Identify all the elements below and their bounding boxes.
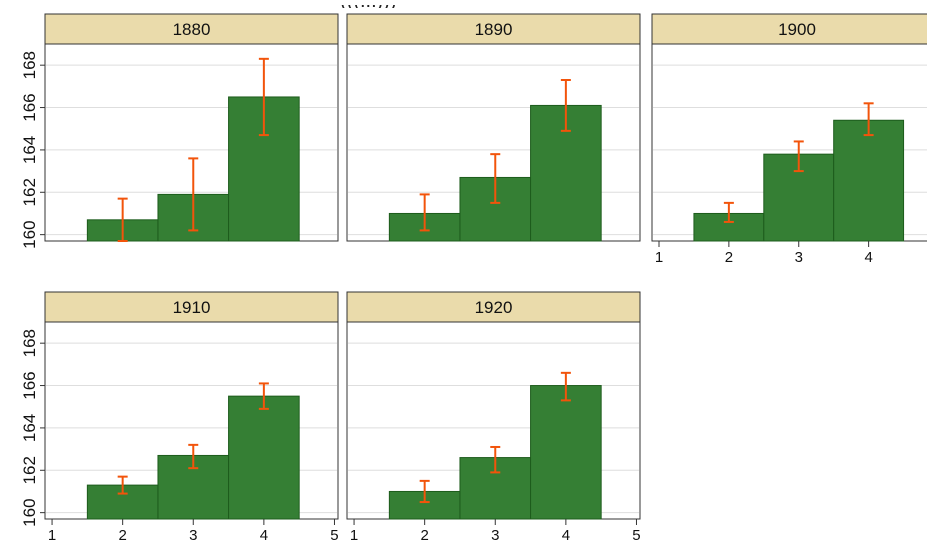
y-tick-label: 162 — [20, 456, 39, 484]
panel-title: 1880 — [173, 20, 211, 39]
panel-strip — [346, 291, 641, 323]
x-tick-label: 4 — [562, 527, 570, 543]
x-tick-label: 5 — [632, 527, 640, 543]
panel-1900: 190012345 — [651, 13, 927, 266]
x-tick-label: 2 — [118, 527, 126, 543]
panel-title: 1910 — [173, 298, 211, 317]
y-tick-label: 164 — [20, 136, 39, 164]
panel-1880: 1880 160 162 164 166 168 — [20, 13, 339, 249]
panel-title: 1890 — [475, 20, 513, 39]
y-tick-label: 166 — [20, 371, 39, 399]
x-tick-label: 4 — [260, 527, 268, 543]
x-tick-label: 2 — [420, 527, 428, 543]
panel-strip — [346, 13, 641, 45]
panel-1920: 1920 1 2 3 4 5 — [346, 291, 641, 543]
x-tick-label: 1 — [350, 527, 358, 543]
panel-title: 1900 — [778, 20, 816, 39]
x-tick-label: 3 — [491, 527, 499, 543]
cropped-header-text: (((...))) — [0, 0, 927, 8]
y-tick-label: 168 — [20, 329, 39, 357]
y-tick-label: 162 — [20, 178, 39, 206]
x-tick-label: 5 — [330, 527, 338, 543]
bar-x4 — [833, 119, 905, 242]
y-tick-label: 164 — [20, 414, 39, 442]
bar-x4 — [228, 395, 300, 520]
bar-x4 — [530, 385, 602, 520]
x-tick-label: 4 — [864, 249, 872, 266]
panel-1910: 1910 160 162 164 166 168 1 2 3 4 5 — [20, 291, 339, 543]
x-tick-label: 2 — [725, 249, 733, 266]
x-tick-label: 1 — [655, 249, 663, 266]
y-tick-label: 168 — [20, 51, 39, 79]
x-tick-label: 1 — [48, 527, 56, 543]
y-tick-label: 160 — [20, 498, 39, 526]
x-tick-label: 3 — [189, 527, 197, 543]
y-tick-label: 166 — [20, 93, 39, 121]
panel-title: 1920 — [475, 298, 513, 317]
y-tick-label: 160 — [20, 220, 39, 248]
panel-1890: 1890 — [346, 13, 641, 242]
x-tick-label: 3 — [795, 249, 803, 266]
panel-strip — [44, 291, 339, 323]
